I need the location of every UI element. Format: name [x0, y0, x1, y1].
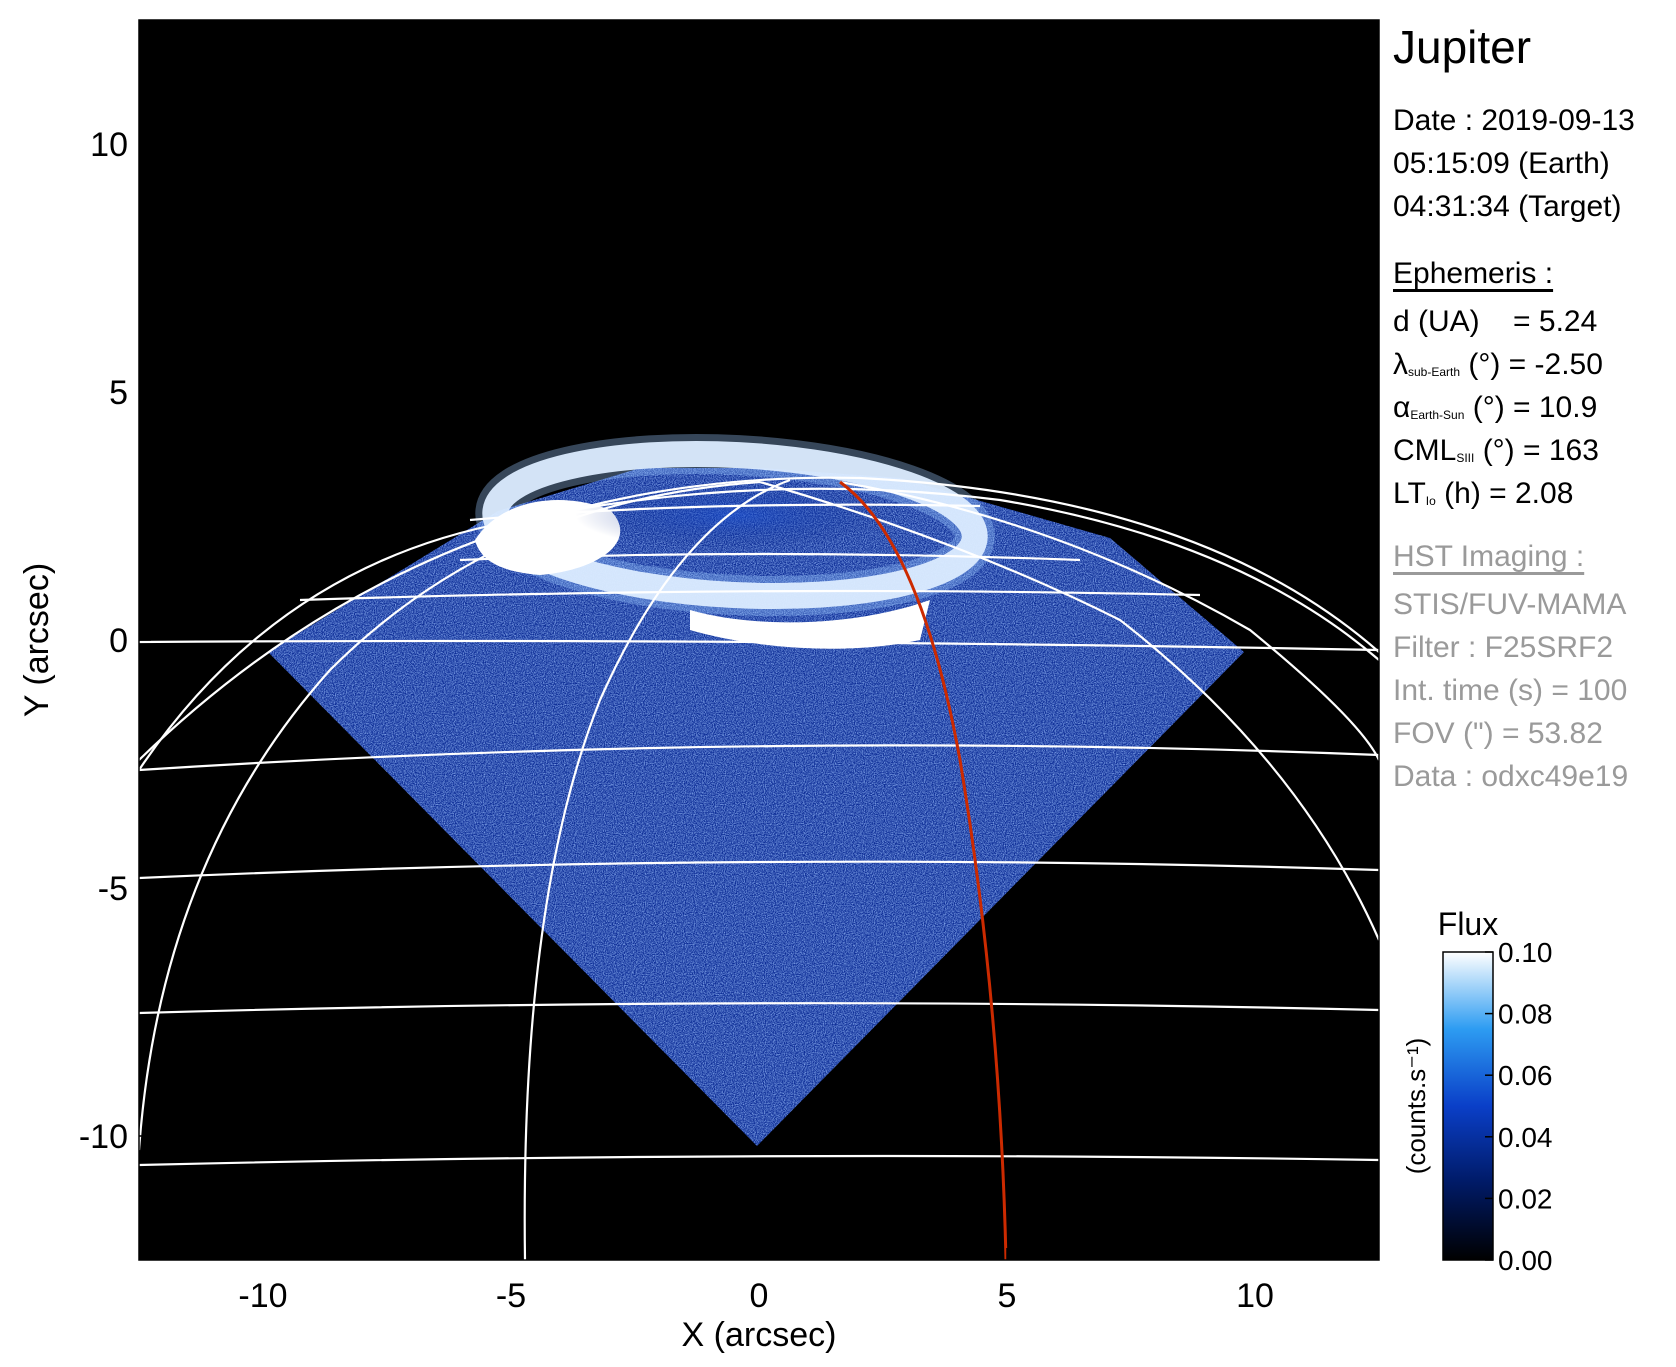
ephemeris-subscript: Io	[1425, 494, 1436, 508]
colorbar-label: (counts.s⁻¹)	[1401, 1038, 1431, 1175]
x-tick-label: 10	[1236, 1277, 1274, 1315]
hst-row: STIS/FUV-MAMA	[1393, 588, 1627, 621]
x-tick-label: 5	[998, 1277, 1017, 1315]
ephemeris-value: (h) = 2.08	[1435, 477, 1574, 510]
x-tick-label: -10	[238, 1277, 287, 1315]
y-tick-label: 5	[109, 374, 128, 412]
y-tick-label: -10	[79, 1118, 128, 1156]
ephemeris-value: (°) = 10.9	[1464, 391, 1598, 424]
colorbar-title: Flux	[1438, 906, 1498, 942]
ephemeris-header: Ephemeris :	[1393, 257, 1554, 290]
ephemeris-subscript: sub-Earth	[1408, 365, 1461, 379]
colorbar-tick-label: 0.04	[1498, 1122, 1553, 1153]
colorbar-ticks: 0.10 0.08 0.06 0.04 0.02 0.00	[1485, 937, 1553, 1276]
ephemeris-symbol: λ	[1393, 348, 1408, 381]
reference-meridian	[839, 480, 1008, 1260]
ephemeris-symbol: α	[1393, 391, 1411, 424]
ephemeris-value: = 5.24	[1479, 305, 1598, 338]
colorbar: 0.10 0.08 0.06 0.04 0.02 0.00 Flux (counts.s⁻…	[1401, 906, 1553, 1276]
time-earth: 05:15:09 (Earth)	[1393, 147, 1610, 180]
y-tick-label: 10	[90, 126, 128, 164]
x-tick-label: -5	[496, 1277, 526, 1315]
ephemeris-row: λsub-Earth (°) = -2.50	[1393, 348, 1603, 382]
x-tick-label: 0	[750, 1277, 769, 1315]
hst-row: Data : odxc49e19	[1393, 760, 1629, 793]
y-tick-label: -5	[98, 870, 128, 908]
hst-row: Filter : F25SRF2	[1393, 631, 1614, 664]
ephemeris-row: αEarth-Sun (°) = 10.9	[1393, 391, 1597, 425]
ephemeris-subscript: Earth-Sun	[1410, 408, 1465, 422]
y-axis: -10 -5 0 5 10	[79, 126, 151, 1156]
ephemeris-subscript: SIII	[1456, 451, 1475, 465]
ephemeris-row: CMLSIII (°) = 163	[1393, 434, 1599, 468]
ephemeris-value: (°) = 163	[1474, 434, 1599, 467]
colorbar-gradient	[1442, 951, 1494, 1261]
ephemeris-row: LTIo (h) = 2.08	[1393, 477, 1573, 511]
planet-title: Jupiter	[1393, 21, 1532, 73]
colorbar-tick-label: 0.06	[1498, 1060, 1553, 1091]
hst-row: FOV (") = 53.82	[1393, 717, 1603, 750]
colorbar-tick-label: 0.08	[1498, 999, 1553, 1030]
colorbar-tick-label: 0.10	[1498, 937, 1553, 968]
hst-header: HST Imaging :	[1393, 540, 1585, 573]
x-axis-label: X (arcsec)	[682, 1316, 837, 1354]
date-line: Date : 2019-09-13	[1393, 104, 1635, 137]
ephemeris-symbol: LT	[1393, 477, 1426, 510]
x-axis: -10 -5 0 5 10	[238, 1248, 1274, 1315]
colorbar-tick-label: 0.00	[1498, 1245, 1553, 1276]
emission-region	[268, 468, 1244, 1146]
y-axis-label: Y (arcsec)	[18, 563, 56, 717]
hst-row: Int. time (s) = 100	[1393, 674, 1628, 707]
ephemeris-symbol: CML	[1393, 434, 1457, 467]
ephemeris-symbol: d (UA)	[1393, 305, 1480, 338]
ephemeris-value: (°) = -2.50	[1460, 348, 1603, 381]
y-tick-label: 0	[109, 622, 128, 660]
time-target: 04:31:34 (Target)	[1393, 190, 1622, 223]
planet-grid	[139, 476, 1379, 1260]
colorbar-tick-label: 0.02	[1498, 1183, 1553, 1214]
ephemeris-row: d (UA) = 5.24	[1393, 305, 1597, 339]
